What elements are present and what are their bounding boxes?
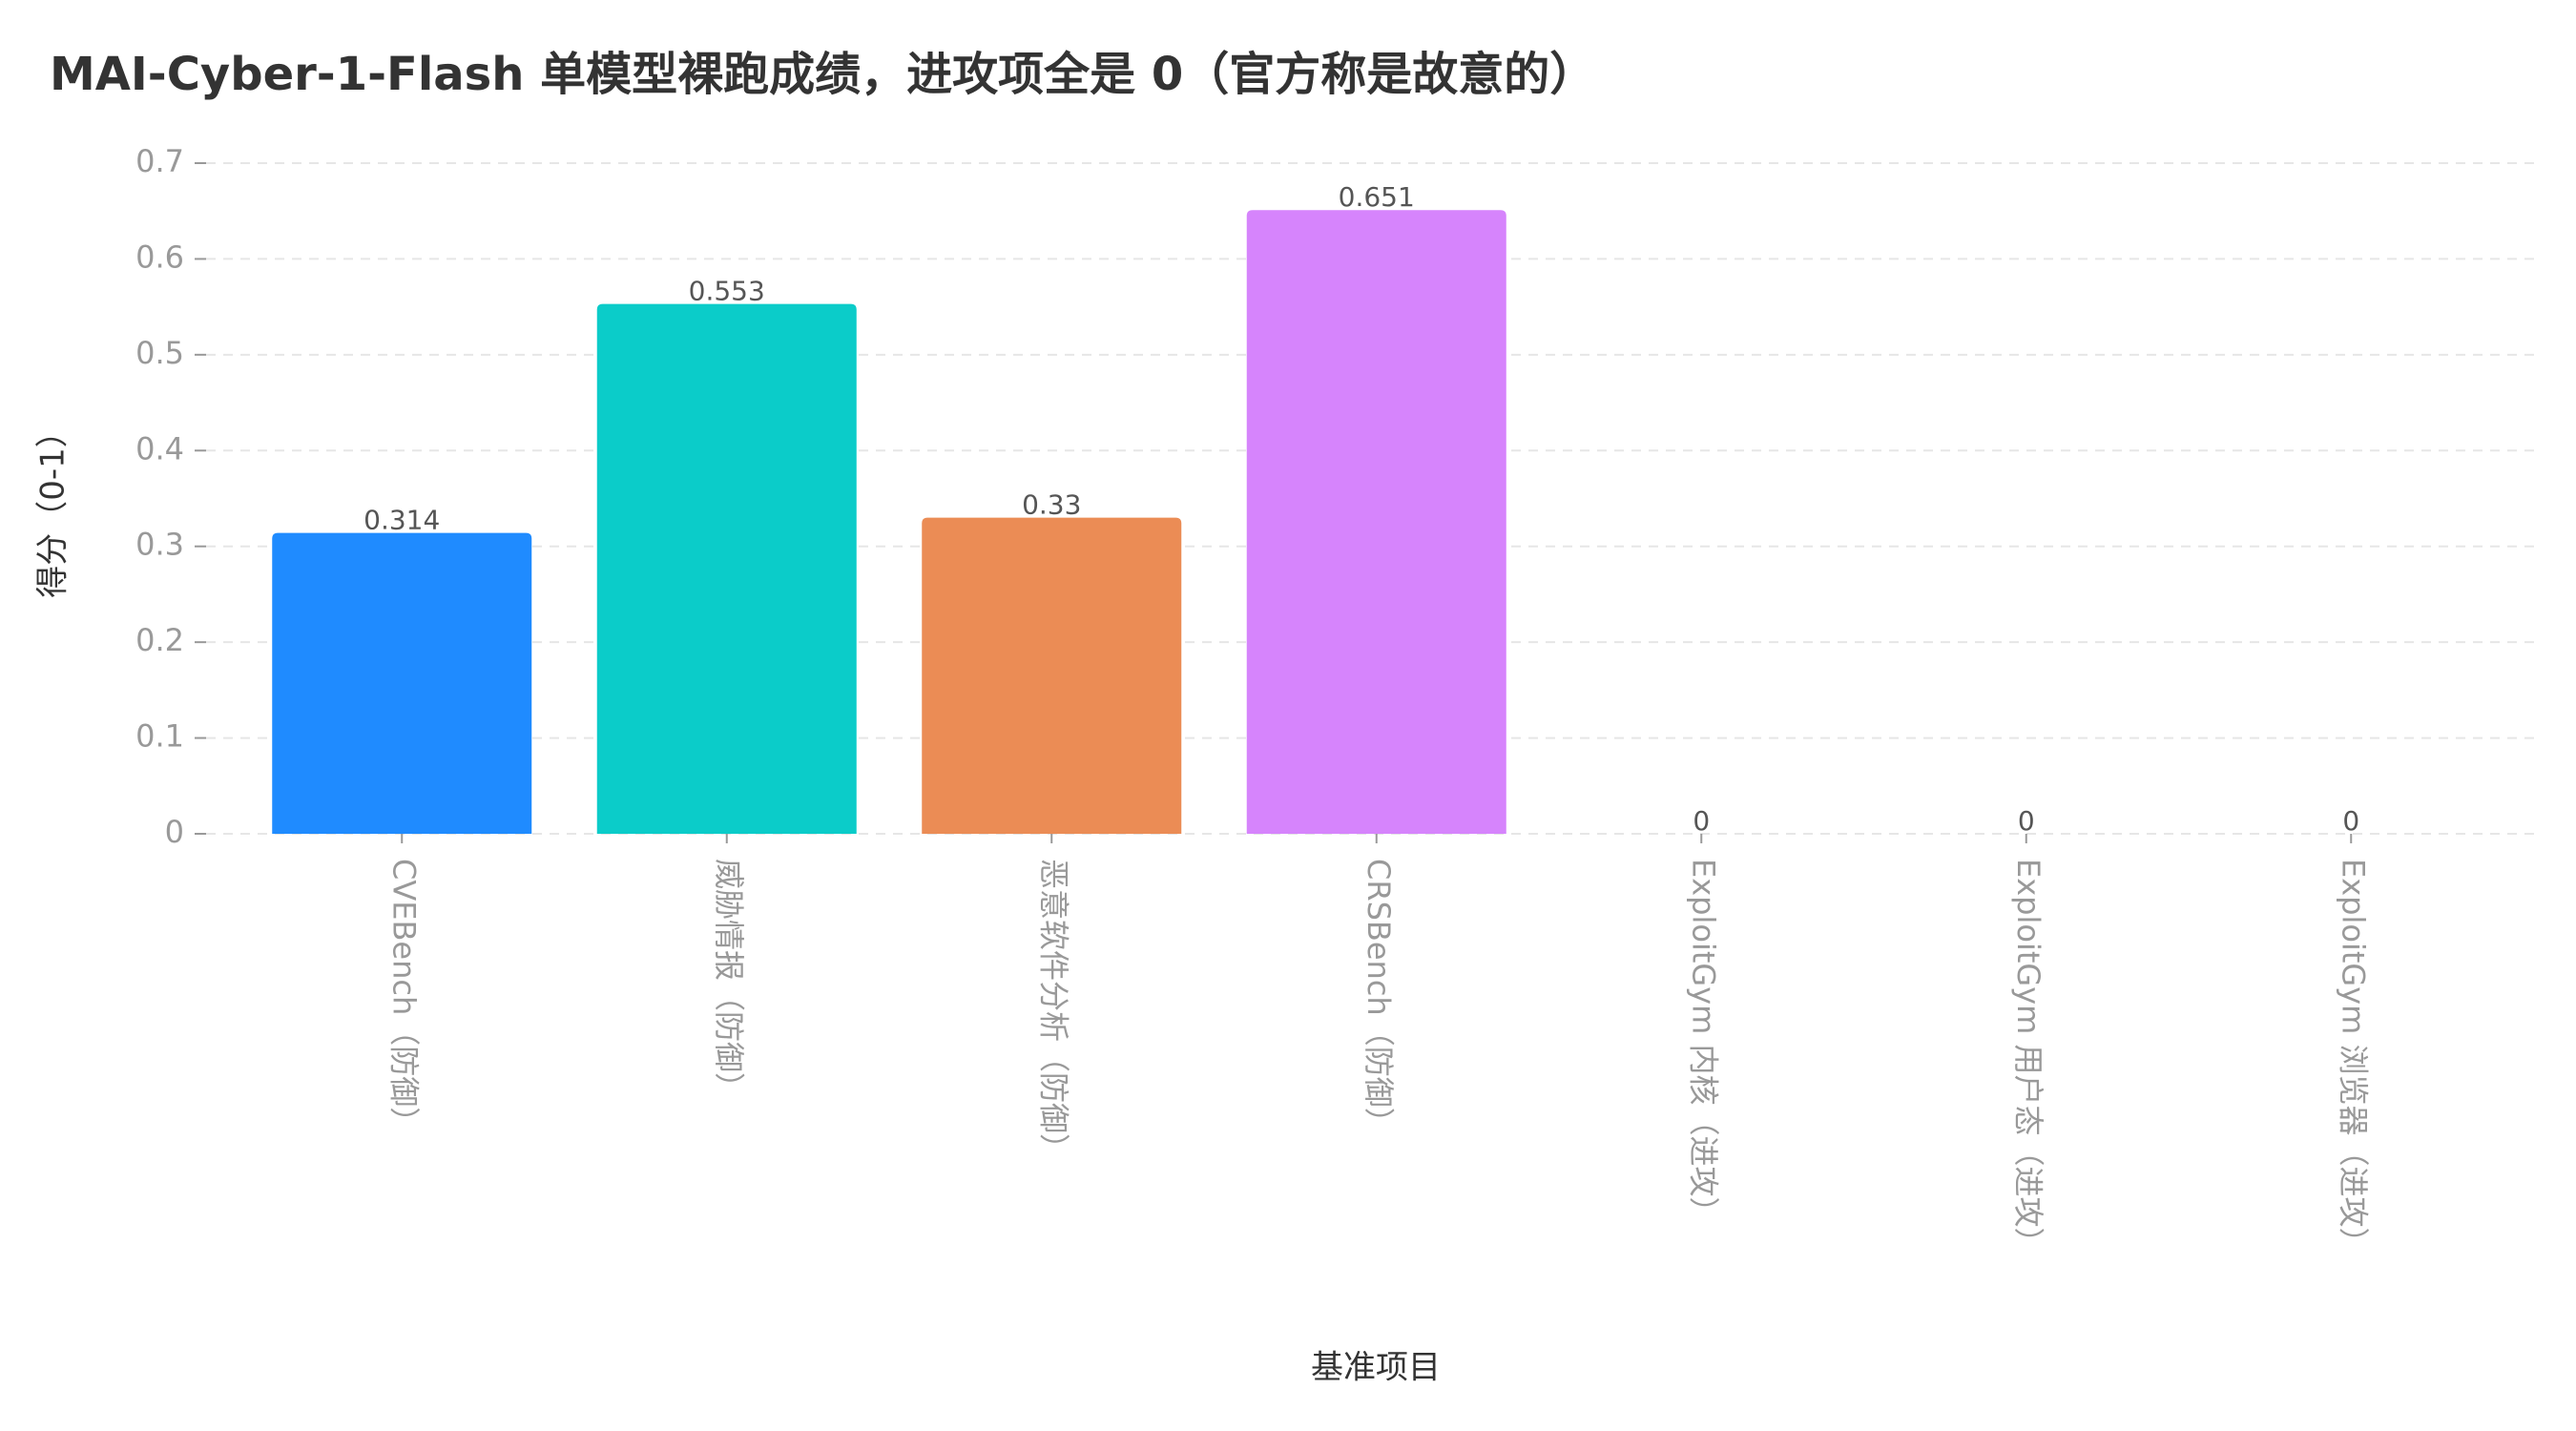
bar: [1246, 210, 1506, 834]
y-tick-label: 0: [165, 814, 184, 850]
y-tick-label: 0.7: [135, 143, 184, 179]
x-tick-label: ExploitGym 内核（进攻）: [1685, 859, 1721, 1227]
value-label: 0: [2018, 805, 2035, 837]
y-tick-label: 0.1: [135, 718, 184, 755]
value-label: 0.553: [689, 276, 765, 307]
y-axis-label: 得分（0-1）: [34, 415, 73, 598]
x-tick-label: CVEBench（防御）: [385, 859, 422, 1137]
value-label: 0: [1693, 805, 1710, 837]
x-tick-label: 恶意软件分析（防御）: [1035, 859, 1071, 1164]
x-tick-label: ExploitGym 用户态（进攻）: [2010, 859, 2046, 1257]
chart-title: MAI-Cyber-1-Flash 单模型裸跑成绩，进攻项全是 0（官方称是故意…: [50, 48, 1595, 101]
value-label: 0.651: [1339, 181, 1415, 213]
y-tick-label: 0.4: [135, 430, 184, 467]
x-axis-label: 基准项目: [1311, 1349, 1441, 1387]
value-label: 0: [2342, 805, 2359, 837]
bar: [922, 517, 1182, 834]
bar: [272, 532, 532, 834]
x-tick-label: 威胁情报（防御）: [711, 859, 747, 1103]
y-tick-label: 0.2: [135, 622, 184, 658]
y-tick-label: 0.3: [135, 527, 184, 563]
y-tick-label: 0.5: [135, 335, 184, 371]
x-tick-label: CRSBench（防御）: [1361, 859, 1397, 1138]
value-label: 0.314: [364, 505, 440, 536]
value-label: 0.33: [1022, 489, 1081, 521]
x-tick-label: ExploitGym 浏览器（进攻）: [2335, 859, 2371, 1257]
y-tick-label: 0.6: [135, 238, 184, 275]
bar: [596, 303, 857, 834]
